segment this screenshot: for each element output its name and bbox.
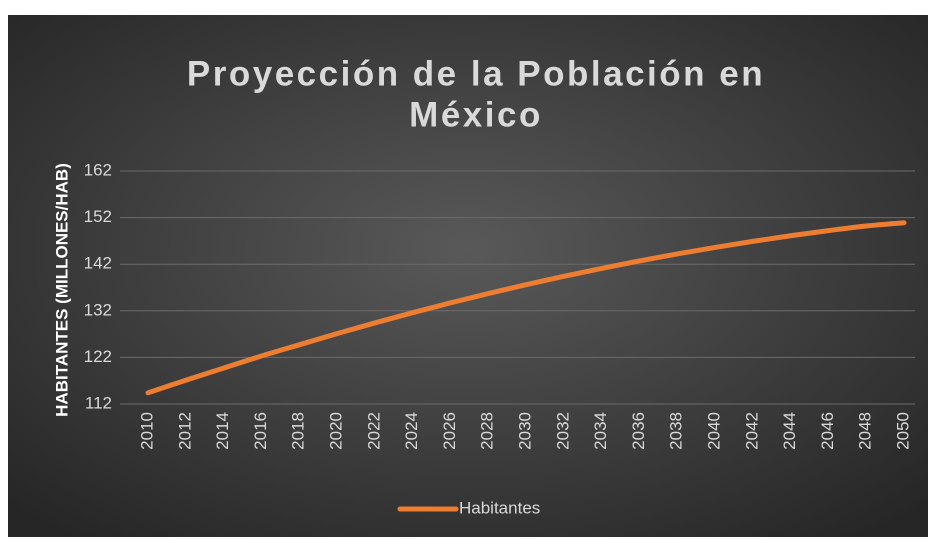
x-tick-label: 2032 [553,412,572,450]
x-tick-label: 2050 [893,412,912,450]
x-tick-label: 2046 [818,412,837,450]
x-tick-label: 2038 [667,412,686,450]
x-tick-label: 2028 [478,412,497,450]
x-tick-label: 2040 [704,412,723,450]
x-tick-label: 2018 [289,412,308,450]
x-tick-label: 2020 [326,412,345,450]
y-tick-label: 152 [84,207,112,226]
x-tick-label: 2022 [364,412,383,450]
y-tick-label: 142 [84,254,112,273]
y-tick-label: 162 [84,160,112,179]
x-tick-label: 2010 [137,412,156,450]
x-tick-label: 2026 [440,412,459,450]
chart-title: Proyección de la Población en [187,54,765,93]
y-tick-label: 132 [84,300,112,319]
x-tick-label: 2044 [780,412,799,450]
y-tick-label: 122 [84,347,112,366]
x-tick-label: 2034 [591,412,610,450]
x-tick-label: 2016 [251,412,270,450]
legend-label: Habitantes [459,498,540,517]
x-tick-label: 2024 [402,412,421,450]
y-tick-label: 112 [85,393,112,412]
x-tick-label: 2014 [213,412,232,450]
x-tick-label: 2036 [629,412,648,450]
series-line [145,220,907,396]
chart-background [8,15,928,537]
y-axis-label: HABITANTES (MILLONES/HAB) [52,163,71,417]
chart-title: México [409,95,543,134]
x-tick-label: 2048 [856,412,875,450]
x-tick-label: 2042 [742,412,761,450]
x-tick-label: 2030 [515,412,534,450]
x-tick-label: 2012 [175,412,194,450]
